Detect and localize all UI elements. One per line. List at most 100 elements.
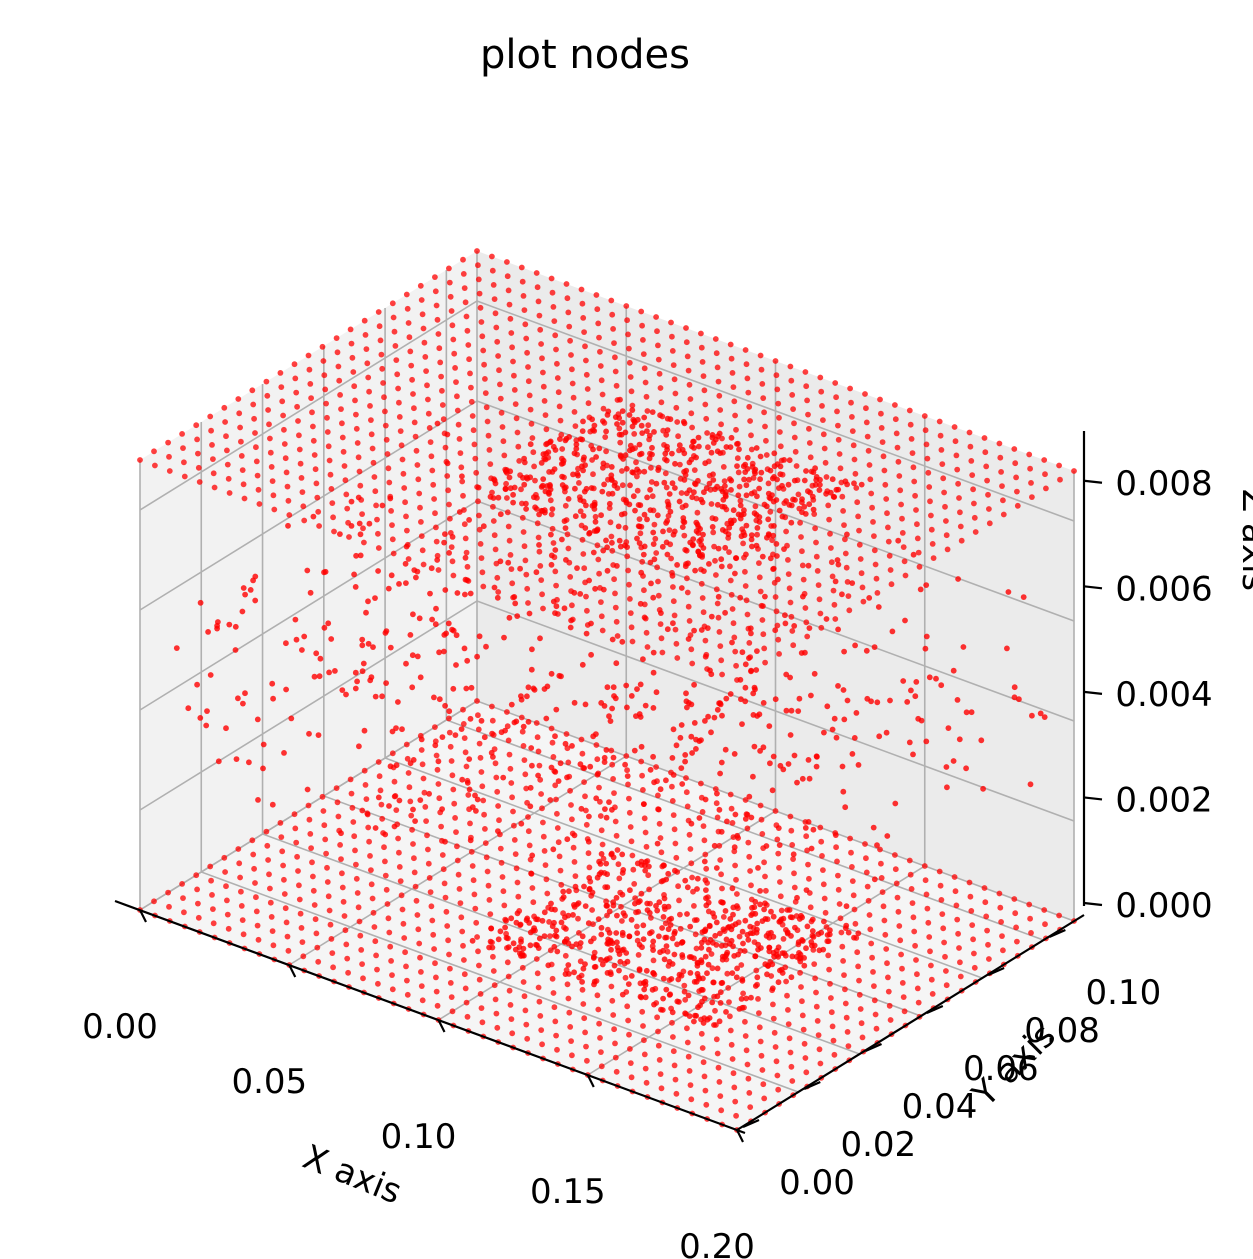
data-point [339, 687, 346, 693]
data-point [665, 501, 672, 508]
data-point [678, 585, 685, 591]
data-point [546, 919, 552, 925]
data-point [910, 464, 917, 471]
data-point [555, 389, 562, 396]
data-point [535, 984, 542, 991]
data-point [375, 309, 382, 315]
data-point [453, 632, 460, 639]
data-point [904, 699, 911, 705]
data-point [881, 917, 888, 924]
data-point [794, 894, 800, 901]
data-point [706, 480, 713, 487]
data-point [813, 989, 819, 996]
data-point [439, 734, 446, 740]
data-point [374, 516, 380, 523]
data-point [280, 412, 286, 419]
data-point [695, 434, 702, 441]
data-point [928, 962, 934, 969]
data-point [165, 889, 172, 896]
data-point [536, 312, 543, 319]
data-point [1027, 465, 1033, 472]
data-point [713, 800, 720, 807]
y-tick-mark [926, 1004, 944, 1015]
data-point [560, 457, 567, 464]
data-point [562, 437, 569, 444]
data-point [371, 474, 378, 480]
data-point [467, 590, 474, 597]
data-point [702, 851, 709, 858]
data-point [655, 1028, 661, 1035]
data-point [719, 885, 725, 892]
data-point [863, 647, 870, 654]
data-point [571, 832, 578, 839]
data-point [664, 518, 671, 524]
data-point [900, 994, 907, 1000]
data-point [766, 723, 773, 729]
data-point [663, 943, 670, 949]
data-point [507, 1002, 514, 1008]
data-point [791, 623, 798, 629]
data-point [804, 923, 811, 930]
data-point [554, 825, 561, 831]
data-point [649, 493, 656, 500]
data-point [506, 474, 513, 481]
data-point [960, 644, 967, 650]
data-point [372, 595, 378, 601]
data-point [604, 544, 610, 551]
data-point [525, 378, 532, 385]
data-point [884, 960, 890, 967]
data-point [749, 904, 755, 911]
data-point [356, 918, 363, 925]
data-point [490, 495, 497, 501]
data-point [675, 976, 682, 983]
data-point [335, 813, 342, 820]
data-point [717, 1000, 724, 1006]
data-point [871, 997, 878, 1004]
data-point [471, 891, 478, 898]
data-point [321, 569, 327, 576]
data-point [601, 481, 607, 488]
data-point [761, 409, 767, 416]
data-point [742, 1033, 749, 1039]
data-point [726, 999, 732, 1005]
data-point [879, 439, 886, 445]
data-point [590, 471, 596, 478]
data-point [527, 784, 534, 791]
data-point [389, 728, 396, 735]
data-point [688, 410, 695, 417]
data-point [624, 553, 631, 560]
data-point [407, 798, 414, 805]
data-point [193, 422, 200, 429]
data-point [896, 923, 903, 929]
data-point [627, 482, 633, 489]
data-point [768, 908, 774, 915]
data-point [926, 674, 933, 681]
data-point [653, 480, 660, 487]
data-point [557, 760, 564, 767]
data-point [383, 436, 390, 443]
data-point [828, 1009, 835, 1016]
data-point [520, 474, 526, 481]
data-point [756, 560, 762, 566]
data-point [928, 526, 935, 533]
data-point [693, 945, 700, 952]
data-point [369, 895, 376, 902]
data-point [397, 878, 404, 884]
data-point [524, 693, 530, 700]
data-point [786, 457, 793, 464]
data-point [692, 567, 698, 574]
data-point [375, 545, 382, 551]
data-point [282, 905, 289, 912]
data-point [553, 796, 559, 803]
data-point [403, 741, 410, 748]
data-point [658, 399, 665, 406]
data-point [404, 755, 411, 762]
data-point [732, 570, 738, 577]
data-point [858, 481, 865, 488]
data-point [884, 833, 891, 839]
data-point [315, 958, 322, 965]
data-point [957, 523, 964, 530]
data-point [755, 946, 761, 953]
data-point [747, 625, 754, 632]
